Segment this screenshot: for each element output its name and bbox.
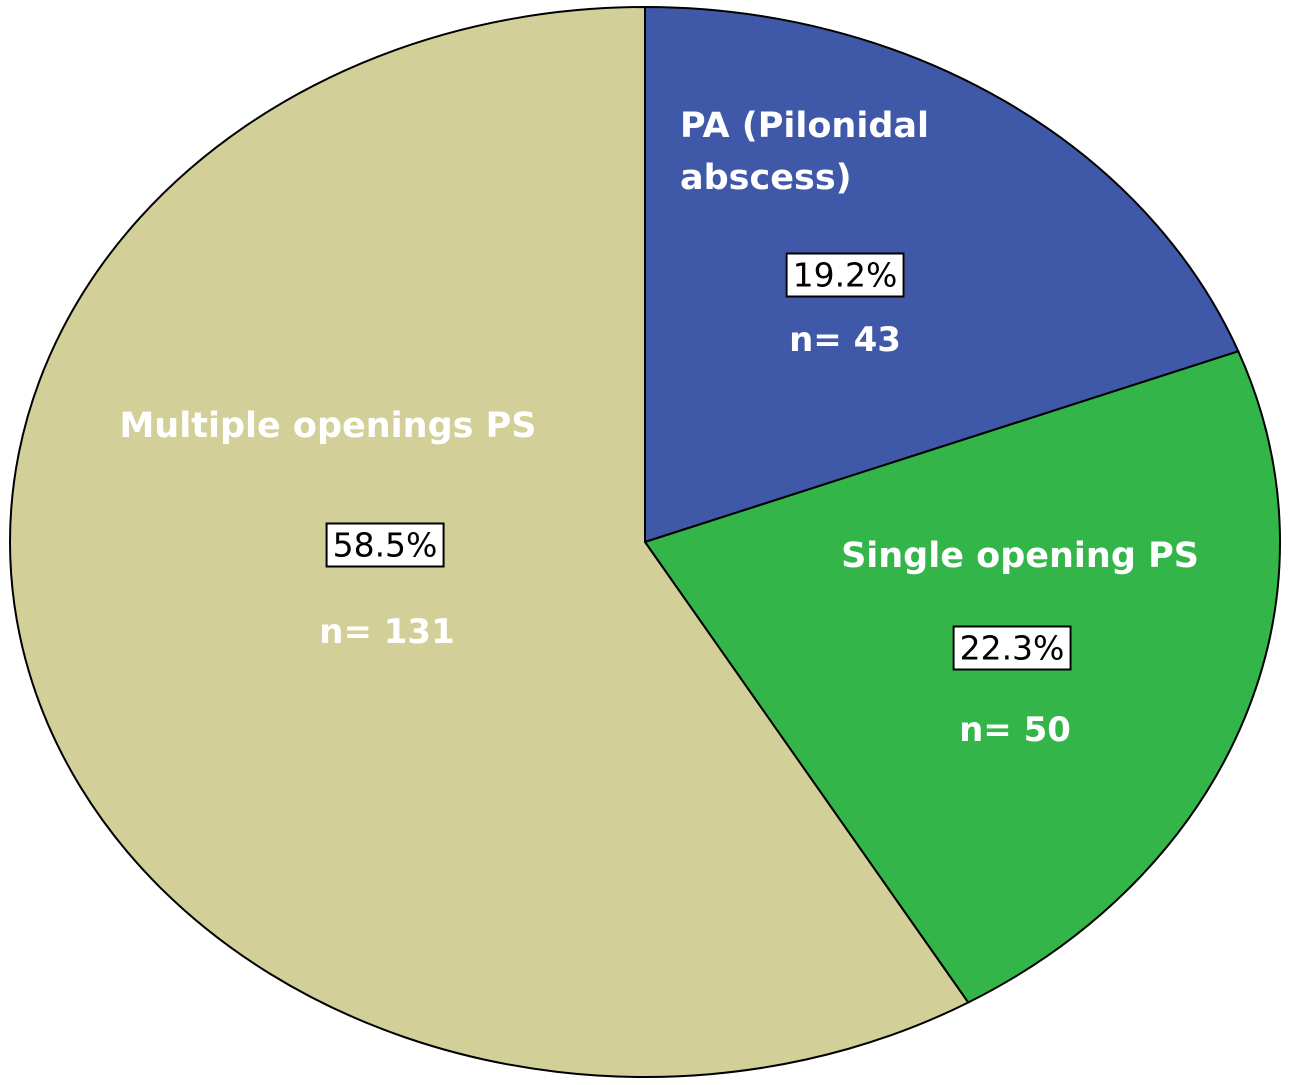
pie-slice [644, 5, 1240, 544]
slice-label: Multiple openings PS [119, 406, 537, 446]
slice-label: Single opening PS [841, 536, 1199, 576]
count-label: n= 131 [319, 612, 455, 652]
count-label: n= 50 [959, 710, 1071, 750]
percent-label: 19.2% [785, 252, 905, 298]
slice-label: PA (Pilonidal abscess) [680, 106, 929, 198]
percent-label: 58.5% [325, 522, 445, 568]
percent-label: 22.3% [952, 625, 1072, 671]
pie-slice [9, 5, 970, 1078]
count-label: n= 43 [789, 320, 901, 360]
pie-slice [643, 350, 1281, 1004]
